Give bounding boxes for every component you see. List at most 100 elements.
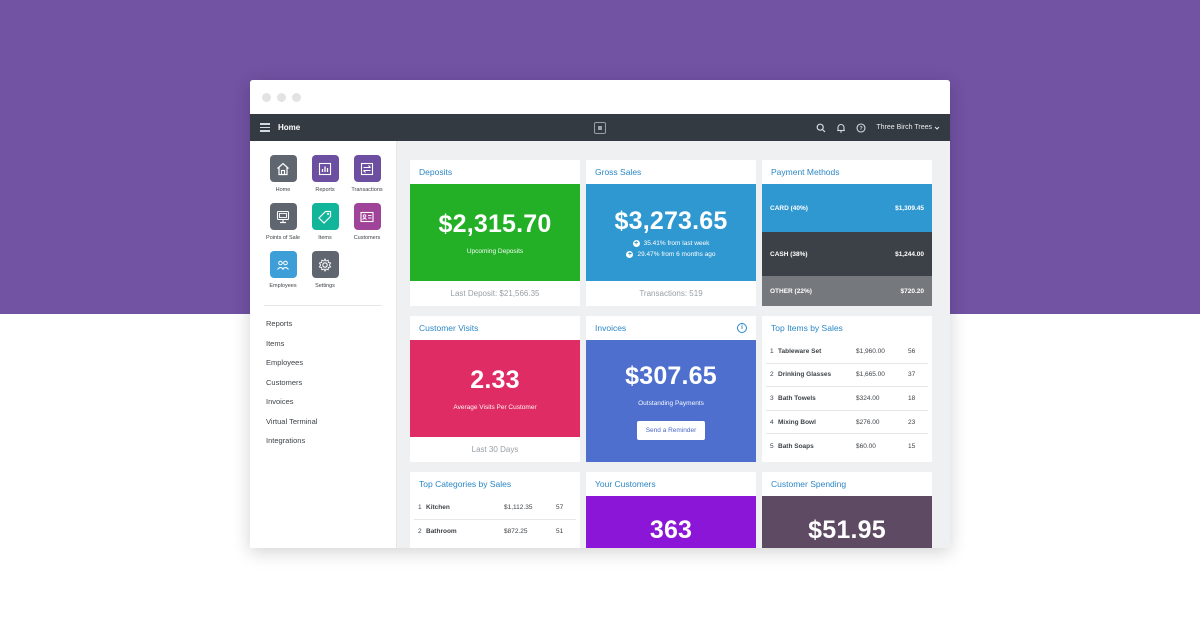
app-items[interactable]: Items <box>304 203 346 241</box>
sidebar-item-invoices[interactable]: Invoices <box>266 397 294 406</box>
sidebar-item-virtual-terminal[interactable]: Virtual Terminal <box>266 416 318 426</box>
card-title: Customer Visits <box>419 323 479 333</box>
payment-value: $720.20 <box>900 287 925 295</box>
app-points-of-sale[interactable]: Points of Sale <box>262 203 304 241</box>
send-reminder-button[interactable]: Send a Reminder <box>636 421 706 440</box>
app-settings[interactable]: Settings <box>304 251 346 289</box>
item-sales: $60.00 <box>856 442 876 450</box>
register-icon <box>269 203 297 230</box>
app-transactions[interactable]: Transactions <box>346 155 388 193</box>
search-icon[interactable] <box>816 123 826 133</box>
customer-spending-card[interactable]: Customer Spending $51.95 <box>762 472 932 548</box>
card-title: Payment Methods <box>771 167 840 177</box>
sidebar-nav: Reports Items Employees Customers Invoic… <box>250 314 396 451</box>
invoices-stat: $307.65 Outstanding Payments Send a Remi… <box>586 340 756 462</box>
payment-label: CASH (38%) <box>770 250 808 258</box>
browser-window: Home ? Three Birch Trees <box>250 80 950 548</box>
rank: 3 <box>770 394 774 402</box>
top-items-card[interactable]: Top Items by Sales 1 Tableware Set $1,960.… <box>762 316 932 462</box>
app-label: Customers <box>353 235 381 241</box>
top-items-table: 1 Tableware Set $1,960.00 56 2 Drinking Glas… <box>762 340 932 458</box>
item-sales: $324.00 <box>856 394 880 402</box>
payment-value: $1,244.00 <box>895 250 924 258</box>
sidebar-item-customers[interactable]: Customers <box>266 377 303 387</box>
item-count: 37 <box>908 371 916 379</box>
category-sales: $1,112.35 <box>504 503 533 511</box>
rank: 2 <box>418 527 422 535</box>
gross-sales-amount: $3,273.65 <box>614 207 728 235</box>
home-icon <box>269 155 297 182</box>
table-row[interactable]: 1 Kitchen $1,112.35 57 <box>414 496 576 520</box>
info-icon[interactable]: i <box>737 323 747 333</box>
table-row[interactable]: 2 Bathroom $872.25 51 <box>414 520 576 544</box>
six-month-change-text: 29.47% from 6 months ago <box>637 251 716 258</box>
app-label: Transactions <box>351 187 383 193</box>
chevron-down-icon <box>934 126 940 130</box>
merchant-dropdown[interactable]: Three Birch Trees <box>876 124 940 131</box>
invoices-card[interactable]: Invoices i $307.65 Outstanding Payments … <box>586 316 756 462</box>
app-customers[interactable]: Customers <box>346 203 388 241</box>
app-employees[interactable]: Employees <box>262 251 304 289</box>
top-navigation-bar: Home ? Three Birch Trees <box>250 114 950 141</box>
table-row[interactable]: 1 Tableware Set $1,960.00 56 <box>766 340 928 364</box>
app-home[interactable]: Home <box>262 155 304 193</box>
table-row[interactable]: 4 Mixing Bowl $276.00 23 <box>766 411 928 435</box>
window-minimize-dot[interactable] <box>277 92 286 102</box>
sidebar-item-integrations[interactable]: Integrations <box>266 436 306 445</box>
app-label: Items <box>318 235 332 241</box>
card-title: Top Categories by Sales <box>419 479 512 489</box>
payment-methods-card[interactable]: Payment Methods CARD (40%) $1,309.45 CAS… <box>762 160 932 306</box>
invoices-amount: $307.65 <box>625 362 717 390</box>
your-customers-stat: 363 <box>586 496 756 548</box>
card-title: Your Customers <box>595 479 656 489</box>
merchant-name: Three Birch Trees <box>876 124 932 131</box>
gear-icon <box>311 251 339 278</box>
deposits-footer: Last Deposit: $21,566.35 <box>450 289 540 298</box>
sidebar-item-items[interactable]: Items <box>266 338 285 348</box>
item-name: Bath Soaps <box>778 442 814 450</box>
top-categories-table: 1 Kitchen $1,112.35 57 2 Bathroom $872.25 51 <box>410 496 580 543</box>
rank: 1 <box>418 503 422 511</box>
gross-sales-stat: $3,273.65 +35.41% from last week +29.47%… <box>586 184 756 281</box>
help-icon[interactable]: ? <box>856 122 866 133</box>
table-row[interactable]: 2 Drinking Glasses $1,665.00 37 <box>766 364 928 388</box>
customer-visits-card[interactable]: Customer Visits 2.33 Average Visits Per … <box>410 316 580 462</box>
bar-chart-icon <box>311 155 339 182</box>
square-logo-icon[interactable] <box>594 122 606 134</box>
window-close-dot[interactable] <box>262 92 271 102</box>
deposits-card[interactable]: Deposits $2,315.70 Upcoming Deposits Las… <box>410 160 580 306</box>
customer-visits-amount: 2.33 <box>470 366 520 394</box>
app-reports[interactable]: Reports <box>304 155 346 193</box>
payment-row-other: OTHER (22%) $720.20 <box>762 276 932 306</box>
bell-icon[interactable] <box>836 123 846 133</box>
rank: 4 <box>770 418 774 426</box>
invoices-subtitle: Outstanding Payments <box>638 400 704 407</box>
app-launcher-grid: Home Reports Transactions <box>250 155 396 289</box>
tag-icon <box>311 203 339 230</box>
deposits-amount: $2,315.70 <box>438 210 552 238</box>
window-maximize-dot[interactable] <box>292 92 301 102</box>
customer-visits-stat: 2.33 Average Visits Per Customer <box>410 340 580 437</box>
your-customers-card[interactable]: Your Customers 363 <box>586 472 756 548</box>
gross-sales-card[interactable]: Gross Sales $3,273.65 +35.41% from last … <box>586 160 756 306</box>
item-name: Drinking Glasses <box>778 371 832 379</box>
item-count: 15 <box>908 442 916 450</box>
payment-value: $1,309.45 <box>895 204 924 212</box>
table-row[interactable]: 3 Bath Towels $324.00 18 <box>766 387 928 411</box>
top-categories-card[interactable]: Top Categories by Sales 1 Kitchen $1,112.3… <box>410 472 580 548</box>
contact-card-icon <box>353 203 381 230</box>
table-row[interactable]: 5 Bath Soaps $60.00 15 <box>766 434 928 458</box>
sidebar-item-employees[interactable]: Employees <box>266 358 304 367</box>
app-label: Home <box>275 187 291 193</box>
category-name: Kitchen <box>426 503 450 511</box>
transactions-icon <box>353 155 381 182</box>
sidebar-item-reports[interactable]: Reports <box>266 319 293 328</box>
rank: 1 <box>770 347 774 355</box>
sidebar-divider <box>264 305 382 306</box>
customer-visits-subtitle: Average Visits Per Customer <box>453 404 537 411</box>
item-count: 56 <box>908 347 916 355</box>
app-label: Employees <box>269 283 297 289</box>
hamburger-menu-icon[interactable] <box>260 123 270 132</box>
card-title: Invoices <box>595 323 627 333</box>
category-count: 57 <box>556 503 564 511</box>
